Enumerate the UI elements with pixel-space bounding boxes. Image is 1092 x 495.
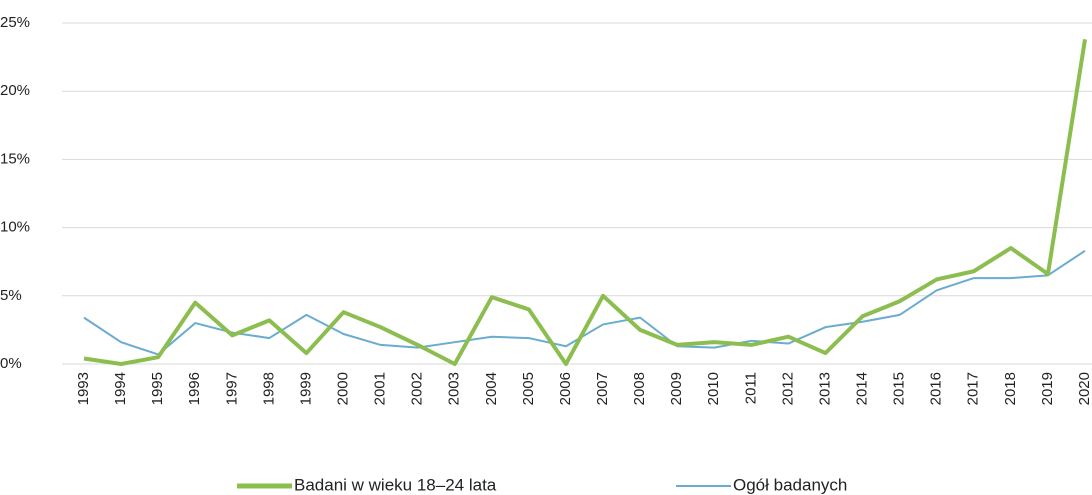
x-tick-label: 2012 — [779, 372, 796, 405]
x-tick-label: 1996 — [186, 372, 203, 405]
y-tick-label: 0% — [0, 355, 22, 372]
x-tick-label: 2011 — [742, 372, 759, 404]
x-tick-label: 2006 — [557, 372, 574, 405]
x-tick-label: 2003 — [446, 372, 463, 405]
x-tick-label: 2014 — [854, 372, 871, 405]
x-tick-label: 1998 — [260, 372, 277, 405]
x-tick-label: 2008 — [631, 372, 648, 405]
x-tick-label: 2018 — [1002, 372, 1019, 405]
y-tick-label: 5% — [0, 287, 22, 304]
x-tick-label: 2015 — [891, 372, 908, 405]
legend-label: Badani w wieku 18–24 lata — [294, 475, 497, 494]
x-tick-label: 2010 — [705, 372, 722, 405]
data-line — [83, 39, 1087, 366]
y-tick-label: 15% — [0, 150, 30, 167]
x-tick-label: 2004 — [483, 372, 500, 405]
x-tick-label: 2005 — [520, 372, 537, 405]
y-tick-label: 25% — [0, 14, 30, 31]
x-tick-label: 1999 — [297, 372, 314, 405]
x-tick-label: 2013 — [816, 372, 833, 405]
y-tick-label: 10% — [0, 219, 30, 236]
x-tick-label: 2000 — [334, 372, 351, 405]
x-tick-label: 1997 — [223, 372, 240, 405]
legend-label: Ogół badanych — [733, 475, 847, 494]
x-tick-label: 2009 — [668, 372, 685, 405]
x-tick-label: 2017 — [965, 372, 982, 405]
x-tick-label: 2020 — [1076, 372, 1092, 405]
x-tick-label: 1994 — [112, 372, 129, 405]
x-tick-label: 2001 — [372, 372, 389, 405]
x-tick-label: 1995 — [149, 372, 166, 405]
data-line — [83, 249, 1086, 356]
x-tick-label: 2002 — [409, 372, 426, 405]
x-tick-label: 2007 — [594, 372, 611, 405]
x-tick-label: 2019 — [1039, 372, 1056, 405]
x-tick-label: 1993 — [75, 372, 92, 405]
y-tick-label: 20% — [0, 82, 30, 99]
x-tick-label: 2016 — [928, 372, 945, 405]
